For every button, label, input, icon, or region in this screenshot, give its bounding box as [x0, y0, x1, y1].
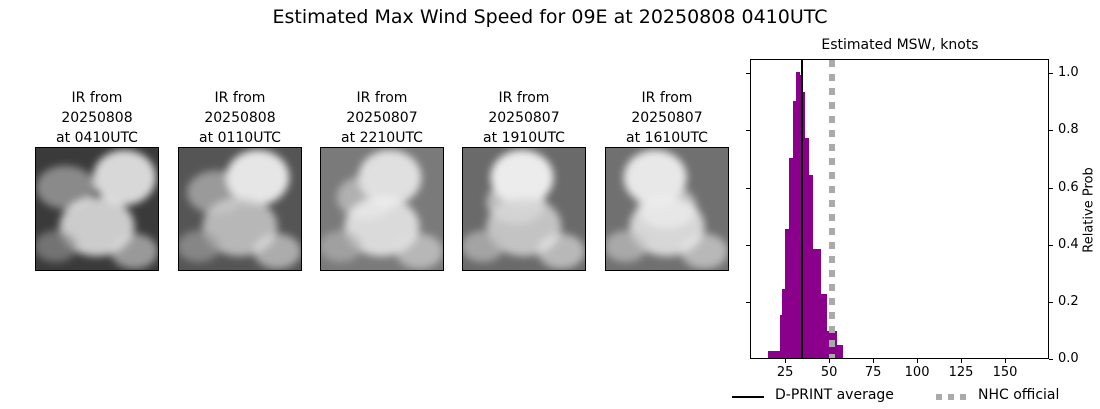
ir-panel-label: IR from 20250808 at 0410UTC — [22, 88, 172, 148]
ir-panel-label-line: at 1610UTC — [626, 130, 708, 146]
x-tick — [961, 359, 963, 363]
histogram-bar — [802, 92, 806, 358]
histogram-bar — [785, 229, 789, 358]
y-tick-left — [746, 130, 750, 132]
ir-panel-label: IR from 20250807 at 1610UTC — [592, 88, 742, 148]
histogram-bar — [793, 100, 797, 358]
ir-panel-label-line: 20250807 — [488, 110, 560, 126]
ir-panel-label: IR from 20250807 at 2210UTC — [307, 88, 457, 148]
ir-panel-label-line: 20250808 — [204, 110, 276, 126]
y-tick — [1049, 244, 1053, 246]
histogram-plot-area — [750, 59, 1049, 359]
histogram-bar — [809, 175, 814, 358]
ir-panel-label-line: at 1910UTC — [483, 130, 565, 146]
y-tick — [1049, 73, 1053, 75]
dprint-average-line — [801, 60, 803, 358]
histogram-bar — [799, 75, 803, 358]
ir-panel-label-line: at 2210UTC — [341, 130, 423, 146]
y-tick-left — [746, 301, 750, 303]
ir-panel-label-line: 20250807 — [631, 110, 703, 126]
y-tick — [1049, 187, 1053, 189]
x-tick — [1005, 359, 1007, 363]
y-axis-label: Relative Prob — [1081, 167, 1097, 253]
ir-panel-label: IR from 20250807 at 1910UTC — [449, 88, 599, 148]
y-tick-label: 0.2 — [1058, 293, 1079, 309]
ir-satellite-image — [178, 147, 302, 271]
histogram-bar — [788, 158, 794, 358]
x-tick — [917, 359, 919, 363]
ir-panel-label-line: at 0410UTC — [56, 130, 138, 146]
y-tick-label: 0.4 — [1058, 236, 1079, 252]
y-tick-left — [746, 244, 750, 246]
chart-title: Estimated MSW, knots — [821, 37, 979, 53]
x-tick — [873, 359, 875, 363]
histogram-bar — [796, 72, 800, 358]
x-tick — [785, 359, 787, 363]
legend-dprint-label: D-PRINT average — [775, 387, 894, 403]
ir-satellite-image — [320, 147, 444, 271]
ir-satellite-image — [462, 147, 586, 271]
x-tick-label: 100 — [904, 365, 930, 380]
x-tick-label: 50 — [820, 365, 838, 380]
ir-panel-label-line: at 0110UTC — [199, 130, 281, 146]
y-tick-label: 0.0 — [1058, 351, 1079, 366]
ir-panel-label-line: IR from — [641, 90, 693, 106]
y-tick-label: 1.0 — [1058, 65, 1079, 81]
histogram-bar — [805, 138, 810, 358]
y-tick — [1049, 359, 1053, 360]
x-tick-label: 125 — [948, 365, 974, 380]
x-tick-label: 25 — [776, 365, 794, 380]
ir-panel-label-line: IR from — [498, 90, 550, 106]
histogram-bar — [837, 344, 844, 358]
y-tick-label: 0.8 — [1058, 122, 1079, 138]
ir-panel-label-line: IR from — [71, 90, 123, 106]
y-tick-label: 0.6 — [1058, 179, 1079, 195]
histogram-bar — [780, 315, 782, 358]
histogram-bar — [768, 350, 781, 358]
legend-dprint-line-icon — [732, 396, 764, 398]
y-tick — [1049, 130, 1053, 132]
legend-nhc-label: NHC official — [978, 387, 1060, 403]
ir-panel-label-line: IR from — [356, 90, 408, 106]
legend-nhc-dotted-icon — [936, 394, 966, 400]
y-tick — [1049, 301, 1053, 303]
histogram-bar — [821, 293, 828, 358]
histogram-bar — [781, 289, 786, 358]
y-tick-left — [746, 187, 750, 189]
ir-panel-label-line: IR from — [214, 90, 266, 106]
y-tick-left — [746, 73, 750, 75]
x-tick — [829, 359, 831, 363]
histogram-bar — [813, 249, 822, 358]
ir-panel-label-line: 20250808 — [61, 110, 133, 126]
ir-satellite-image — [605, 147, 729, 271]
ir-satellite-image — [35, 147, 159, 271]
x-tick-label: 75 — [864, 365, 882, 380]
ir-panel-label-line: 20250807 — [346, 110, 418, 126]
x-tick-label: 150 — [992, 365, 1018, 380]
ir-panel-label: IR from 20250808 at 0110UTC — [165, 88, 315, 148]
nhc-official-line — [828, 60, 835, 358]
figure-title: Estimated Max Wind Speed for 09E at 2025… — [272, 6, 828, 28]
